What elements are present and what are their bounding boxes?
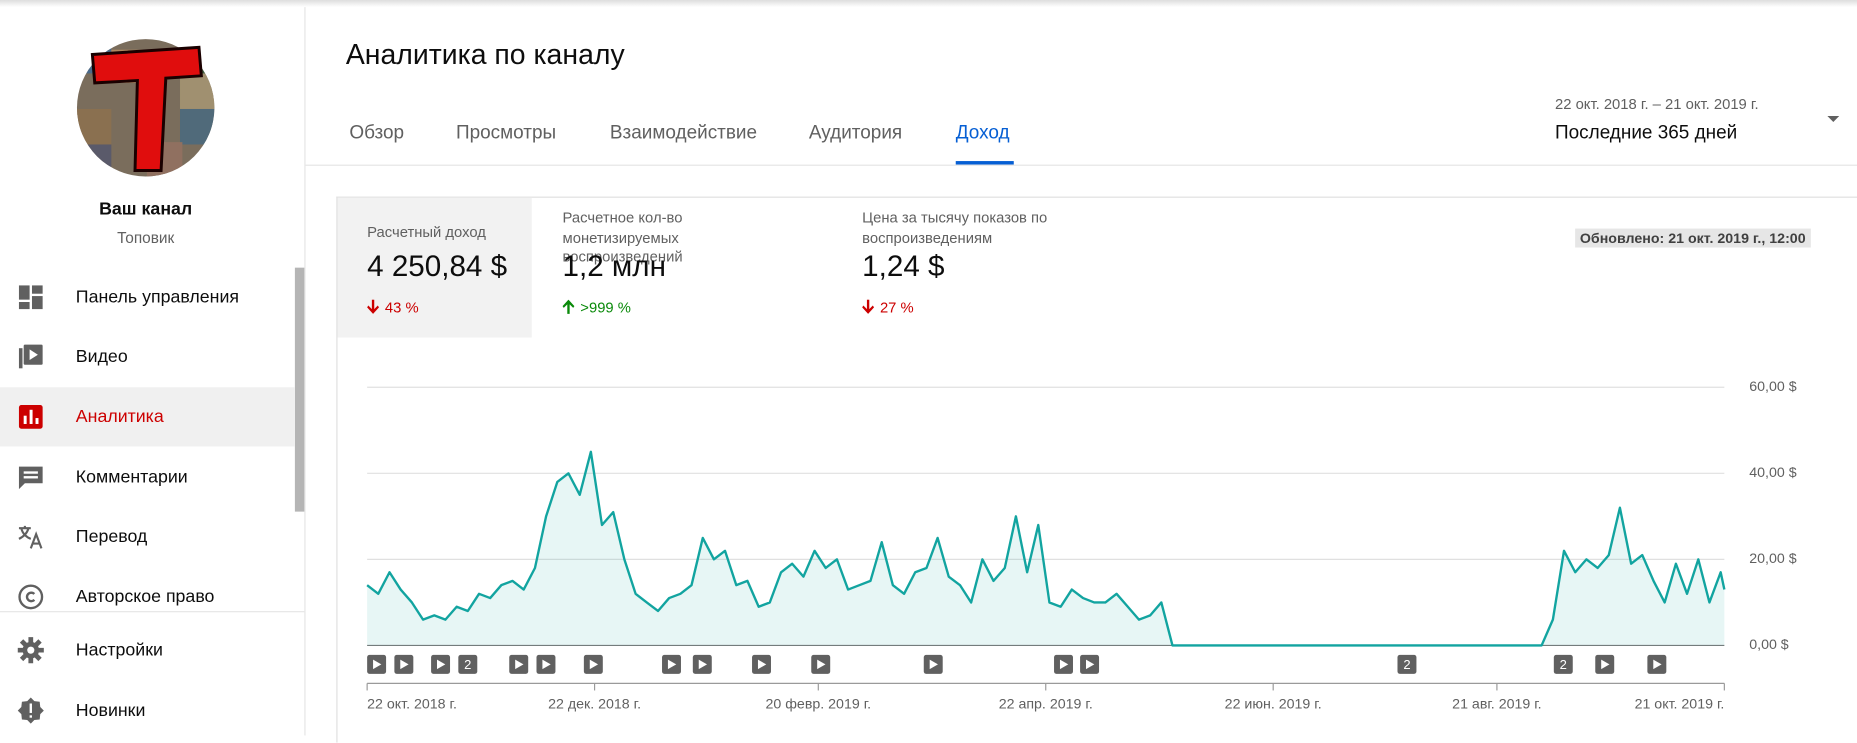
menu-item[interactable]: Аналитика bbox=[0, 387, 295, 447]
video-marker-group bbox=[458, 654, 478, 674]
video-marker-icon bbox=[698, 659, 708, 670]
avatar[interactable] bbox=[76, 38, 216, 178]
icon bbox=[18, 525, 43, 549]
channel-title: Ваш канал bbox=[99, 198, 193, 220]
dropdown-arrow[interactable] bbox=[1827, 116, 1841, 125]
video-marker-icon bbox=[929, 659, 938, 670]
scrollbar bbox=[294, 267, 305, 512]
menu-item[interactable]: Новинки bbox=[0, 681, 295, 740]
x-tick-label: 22 июн. 2019 г. bbox=[1225, 696, 1322, 712]
menu-label: Новинки bbox=[75, 700, 146, 721]
channel-name: Топовик bbox=[117, 228, 175, 247]
x-tick-label: 22 окт. 2018 г. bbox=[367, 696, 457, 712]
menu-label: Видео bbox=[75, 346, 128, 367]
menu-label: Настройки bbox=[75, 640, 163, 661]
updated-badge: Обновлено: 21 окт. 2019 г., 12:00 bbox=[1575, 228, 1811, 248]
video-marker-icon bbox=[817, 659, 826, 670]
video-marker-icon bbox=[1086, 659, 1095, 670]
marker-label: 2 bbox=[1560, 657, 1567, 672]
marker-label: 2 bbox=[464, 657, 471, 672]
video-marker-icon bbox=[400, 659, 409, 670]
tab[interactable]: Аудитория bbox=[808, 123, 903, 144]
x-tick-label: 21 авг. 2019 г. bbox=[1452, 696, 1541, 712]
menu-label: Перевод bbox=[75, 526, 148, 547]
period-select[interactable]: Последние 365 дней bbox=[1554, 123, 1738, 144]
tab[interactable]: Просмотры bbox=[455, 123, 557, 144]
menu-item[interactable]: Перевод bbox=[0, 507, 295, 566]
icon bbox=[18, 466, 43, 490]
x-tick-label: 22 дек. 2018 г. bbox=[548, 696, 641, 712]
video-marker-icon bbox=[515, 659, 524, 670]
area-fill bbox=[367, 451, 1725, 646]
arrow-down bbox=[862, 299, 875, 314]
header-border bbox=[305, 164, 1857, 166]
tab[interactable]: Доход bbox=[955, 123, 1010, 144]
y-tick-label: 0,00 $ bbox=[1749, 637, 1789, 653]
x-tick-label: 21 окт. 2019 г. bbox=[1635, 696, 1725, 712]
video-marker-icon bbox=[373, 659, 382, 670]
metric-change: 27 % bbox=[879, 299, 914, 317]
video-marker-icon bbox=[757, 659, 767, 670]
x-tick-label: 20 февр. 2019 г. bbox=[765, 696, 871, 712]
x-tick-label: 22 апр. 2019 г. bbox=[999, 696, 1093, 712]
menu-item[interactable]: Панель управления bbox=[0, 268, 295, 327]
menu-item[interactable]: Авторское право bbox=[0, 567, 295, 626]
video-marker-icon bbox=[589, 659, 599, 670]
video-marker-icon bbox=[1601, 659, 1610, 670]
y-tick-label: 40,00 $ bbox=[1749, 465, 1796, 481]
video-marker-icon bbox=[1059, 659, 1069, 670]
video-marker-icon bbox=[1653, 659, 1662, 670]
metric-selected[interactable] bbox=[337, 197, 532, 338]
arrow-down bbox=[367, 299, 379, 314]
menu-item[interactable]: Настройки bbox=[0, 621, 295, 680]
video-marker-icon bbox=[437, 659, 446, 670]
page-title: Аналитика по каналу bbox=[345, 39, 625, 72]
metric-label: Цена за тысячу показов по воспроизведени… bbox=[862, 209, 1048, 246]
metric-value: 4 250,84 $ bbox=[367, 249, 508, 284]
icon bbox=[17, 697, 44, 724]
y-tick-label: 20,00 $ bbox=[1749, 551, 1796, 567]
icon bbox=[18, 405, 43, 429]
menu-item[interactable]: Видео bbox=[0, 327, 295, 386]
top-shadow bbox=[0, 0, 1857, 8]
metric-value: 1,24 $ bbox=[862, 249, 945, 284]
menu-label: Панель управления bbox=[75, 287, 240, 308]
tab[interactable]: Взаимодействие bbox=[609, 123, 758, 144]
tab[interactable]: Обзор bbox=[349, 123, 405, 144]
marker-label: 2 bbox=[1403, 657, 1410, 672]
video-marker-icon bbox=[667, 659, 677, 670]
icon bbox=[17, 637, 44, 664]
arrow-up bbox=[562, 299, 575, 314]
icon bbox=[18, 285, 43, 310]
date-range: 22 окт. 2018 г. – 21 окт. 2019 г. bbox=[1554, 95, 1759, 113]
menu-label: Комментарии bbox=[75, 467, 188, 488]
video-marker-icon bbox=[542, 659, 551, 670]
y-tick-label: 60,00 $ bbox=[1749, 379, 1796, 395]
metric-value: 1,2 млн bbox=[562, 249, 666, 284]
icon bbox=[18, 584, 44, 610]
line bbox=[366, 450, 1726, 647]
metric-change: 43 % bbox=[384, 299, 419, 317]
video-marker-group bbox=[1397, 654, 1417, 674]
tab-indicator bbox=[955, 161, 1014, 165]
menu-label: Авторское право bbox=[75, 586, 215, 607]
metric-label: Расчетный доход bbox=[367, 223, 486, 241]
icon bbox=[18, 344, 43, 369]
metric-change: >999 % bbox=[580, 299, 631, 317]
separator bbox=[0, 611, 305, 613]
metric-label: Расчетное кол-во монетизируемых воспроиз… bbox=[562, 209, 683, 266]
sidebar: Ваш канал Топовик Панель управления Виде… bbox=[0, 7, 306, 736]
video-marker-group bbox=[1553, 654, 1573, 674]
menu-label: Аналитика bbox=[75, 406, 164, 427]
menu-item[interactable]: Комментарии bbox=[0, 448, 295, 507]
